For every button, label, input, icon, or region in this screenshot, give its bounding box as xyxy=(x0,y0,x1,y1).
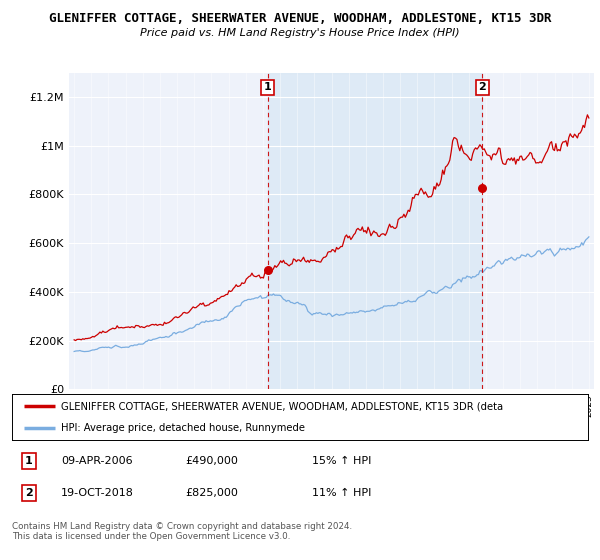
Point xyxy=(478,184,487,193)
Text: 2: 2 xyxy=(25,488,32,498)
Text: 15% ↑ HPI: 15% ↑ HPI xyxy=(311,456,371,466)
Text: GLENIFFER COTTAGE, SHEERWATER AVENUE, WOODHAM, ADDLESTONE, KT15 3DR: GLENIFFER COTTAGE, SHEERWATER AVENUE, WO… xyxy=(49,12,551,25)
Text: GLENIFFER COTTAGE, SHEERWATER AVENUE, WOODHAM, ADDLESTONE, KT15 3DR (deta: GLENIFFER COTTAGE, SHEERWATER AVENUE, WO… xyxy=(61,401,503,411)
Text: 11% ↑ HPI: 11% ↑ HPI xyxy=(311,488,371,498)
Text: 1: 1 xyxy=(263,82,271,92)
Bar xyxy=(268,73,482,389)
Text: 1: 1 xyxy=(25,456,32,466)
Text: Contains HM Land Registry data © Crown copyright and database right 2024.
This d: Contains HM Land Registry data © Crown c… xyxy=(12,522,352,542)
Text: HPI: Average price, detached house, Runnymede: HPI: Average price, detached house, Runn… xyxy=(61,423,305,433)
Text: Price paid vs. HM Land Registry's House Price Index (HPI): Price paid vs. HM Land Registry's House … xyxy=(140,28,460,38)
Text: 19-OCT-2018: 19-OCT-2018 xyxy=(61,488,134,498)
Text: 09-APR-2006: 09-APR-2006 xyxy=(61,456,133,466)
Text: £825,000: £825,000 xyxy=(185,488,238,498)
Point xyxy=(263,265,272,274)
Text: 2: 2 xyxy=(479,82,487,92)
Text: £490,000: £490,000 xyxy=(185,456,238,466)
